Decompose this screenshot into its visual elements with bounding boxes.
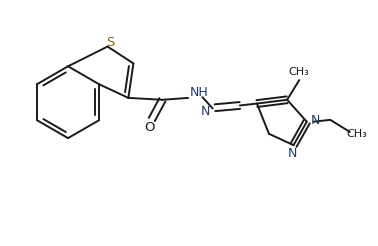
- Text: N: N: [201, 105, 211, 118]
- Text: O: O: [145, 121, 155, 134]
- Text: CH₃: CH₃: [289, 67, 310, 77]
- Text: N: N: [310, 114, 320, 127]
- Text: S: S: [106, 36, 115, 49]
- Text: N: N: [288, 147, 297, 160]
- Text: NH: NH: [189, 86, 208, 99]
- Text: CH₃: CH₃: [346, 129, 367, 139]
